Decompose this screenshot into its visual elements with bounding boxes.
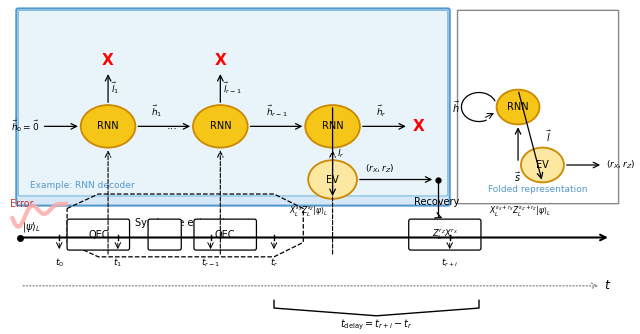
Text: $\vec{h}_1$: $\vec{h}_1$ (151, 103, 162, 119)
Text: $\vec{h}_r$: $\vec{h}_r$ (376, 103, 387, 119)
Text: $\vec{l}_r$: $\vec{l}_r$ (337, 144, 346, 160)
Text: QEC: QEC (88, 229, 109, 239)
Text: RNN: RNN (97, 121, 119, 131)
Text: $\vec{h}_0=\vec{0}$: $\vec{h}_0=\vec{0}$ (12, 119, 40, 134)
FancyBboxPatch shape (409, 219, 481, 250)
FancyBboxPatch shape (19, 10, 448, 196)
Text: $X_L^{\epsilon_X} Z_L^{\epsilon_Z} |\psi\rangle_L$: $X_L^{\epsilon_X} Z_L^{\epsilon_Z} |\psi… (289, 205, 328, 219)
Ellipse shape (308, 160, 357, 199)
Text: X: X (214, 53, 226, 68)
Text: $t_{r+i}$: $t_{r+i}$ (441, 257, 458, 269)
Text: $t_r$: $t_r$ (270, 257, 278, 269)
Ellipse shape (305, 105, 360, 148)
Text: Recovery: Recovery (414, 197, 460, 206)
Text: Folded representation: Folded representation (488, 185, 588, 194)
Text: $t_{r-1}$: $t_{r-1}$ (201, 257, 220, 269)
Text: $t_0$: $t_0$ (54, 257, 64, 269)
Text: Error: Error (10, 199, 34, 209)
Ellipse shape (193, 105, 248, 148)
Text: X: X (413, 119, 424, 134)
Text: QEC: QEC (215, 229, 236, 239)
Text: Decoder: Decoder (204, 186, 262, 199)
Text: $t$: $t$ (604, 279, 611, 292)
Text: $t_1$: $t_1$ (113, 257, 122, 269)
Text: RNN: RNN (508, 102, 529, 112)
Text: ...: ... (166, 121, 177, 131)
Text: $(r_X, r_Z)$: $(r_X, r_Z)$ (365, 162, 394, 175)
Ellipse shape (521, 148, 564, 182)
Text: $|\psi\rangle_L$: $|\psi\rangle_L$ (22, 220, 41, 234)
Text: $\vec{h}_{r-1}$: $\vec{h}_{r-1}$ (266, 103, 287, 119)
Text: $\vec{h}$: $\vec{h}$ (452, 99, 460, 115)
Text: EV: EV (536, 160, 549, 170)
Text: $\vec{l}_{r-1}$: $\vec{l}_{r-1}$ (223, 80, 242, 96)
Text: ...: ... (160, 229, 169, 239)
Text: $X_L^{\epsilon_X+r_X} Z_L^{\epsilon_Z+r_Z} |\psi\rangle_L$: $X_L^{\epsilon_X+r_X} Z_L^{\epsilon_Z+r_… (489, 204, 551, 219)
Text: $(r_X, r_Z)$: $(r_X, r_Z)$ (606, 159, 636, 171)
Text: $\vec{l}$: $\vec{l}$ (547, 128, 553, 144)
Text: RNN: RNN (322, 121, 344, 131)
Text: $\vec{l}_1$: $\vec{l}_1$ (111, 80, 120, 96)
FancyBboxPatch shape (67, 219, 129, 250)
Text: X: X (102, 53, 114, 68)
Text: $Z_L^{r_Z} X_L^{r_X}$: $Z_L^{r_Z} X_L^{r_X}$ (432, 227, 458, 242)
Text: Syndrome extraction: Syndrome extraction (135, 218, 237, 228)
FancyBboxPatch shape (194, 219, 257, 250)
Text: Example: RNN decoder: Example: RNN decoder (30, 181, 134, 190)
Ellipse shape (81, 105, 136, 148)
Text: $\vec{s}$: $\vec{s}$ (515, 171, 522, 184)
Text: EV: EV (326, 174, 339, 184)
FancyBboxPatch shape (148, 219, 181, 250)
FancyBboxPatch shape (16, 8, 450, 206)
Text: $t_{\mathrm{delay}} = t_{r+i} - t_r$: $t_{\mathrm{delay}} = t_{r+i} - t_r$ (340, 318, 413, 332)
Ellipse shape (497, 90, 540, 124)
Text: RNN: RNN (209, 121, 231, 131)
FancyBboxPatch shape (458, 10, 619, 204)
